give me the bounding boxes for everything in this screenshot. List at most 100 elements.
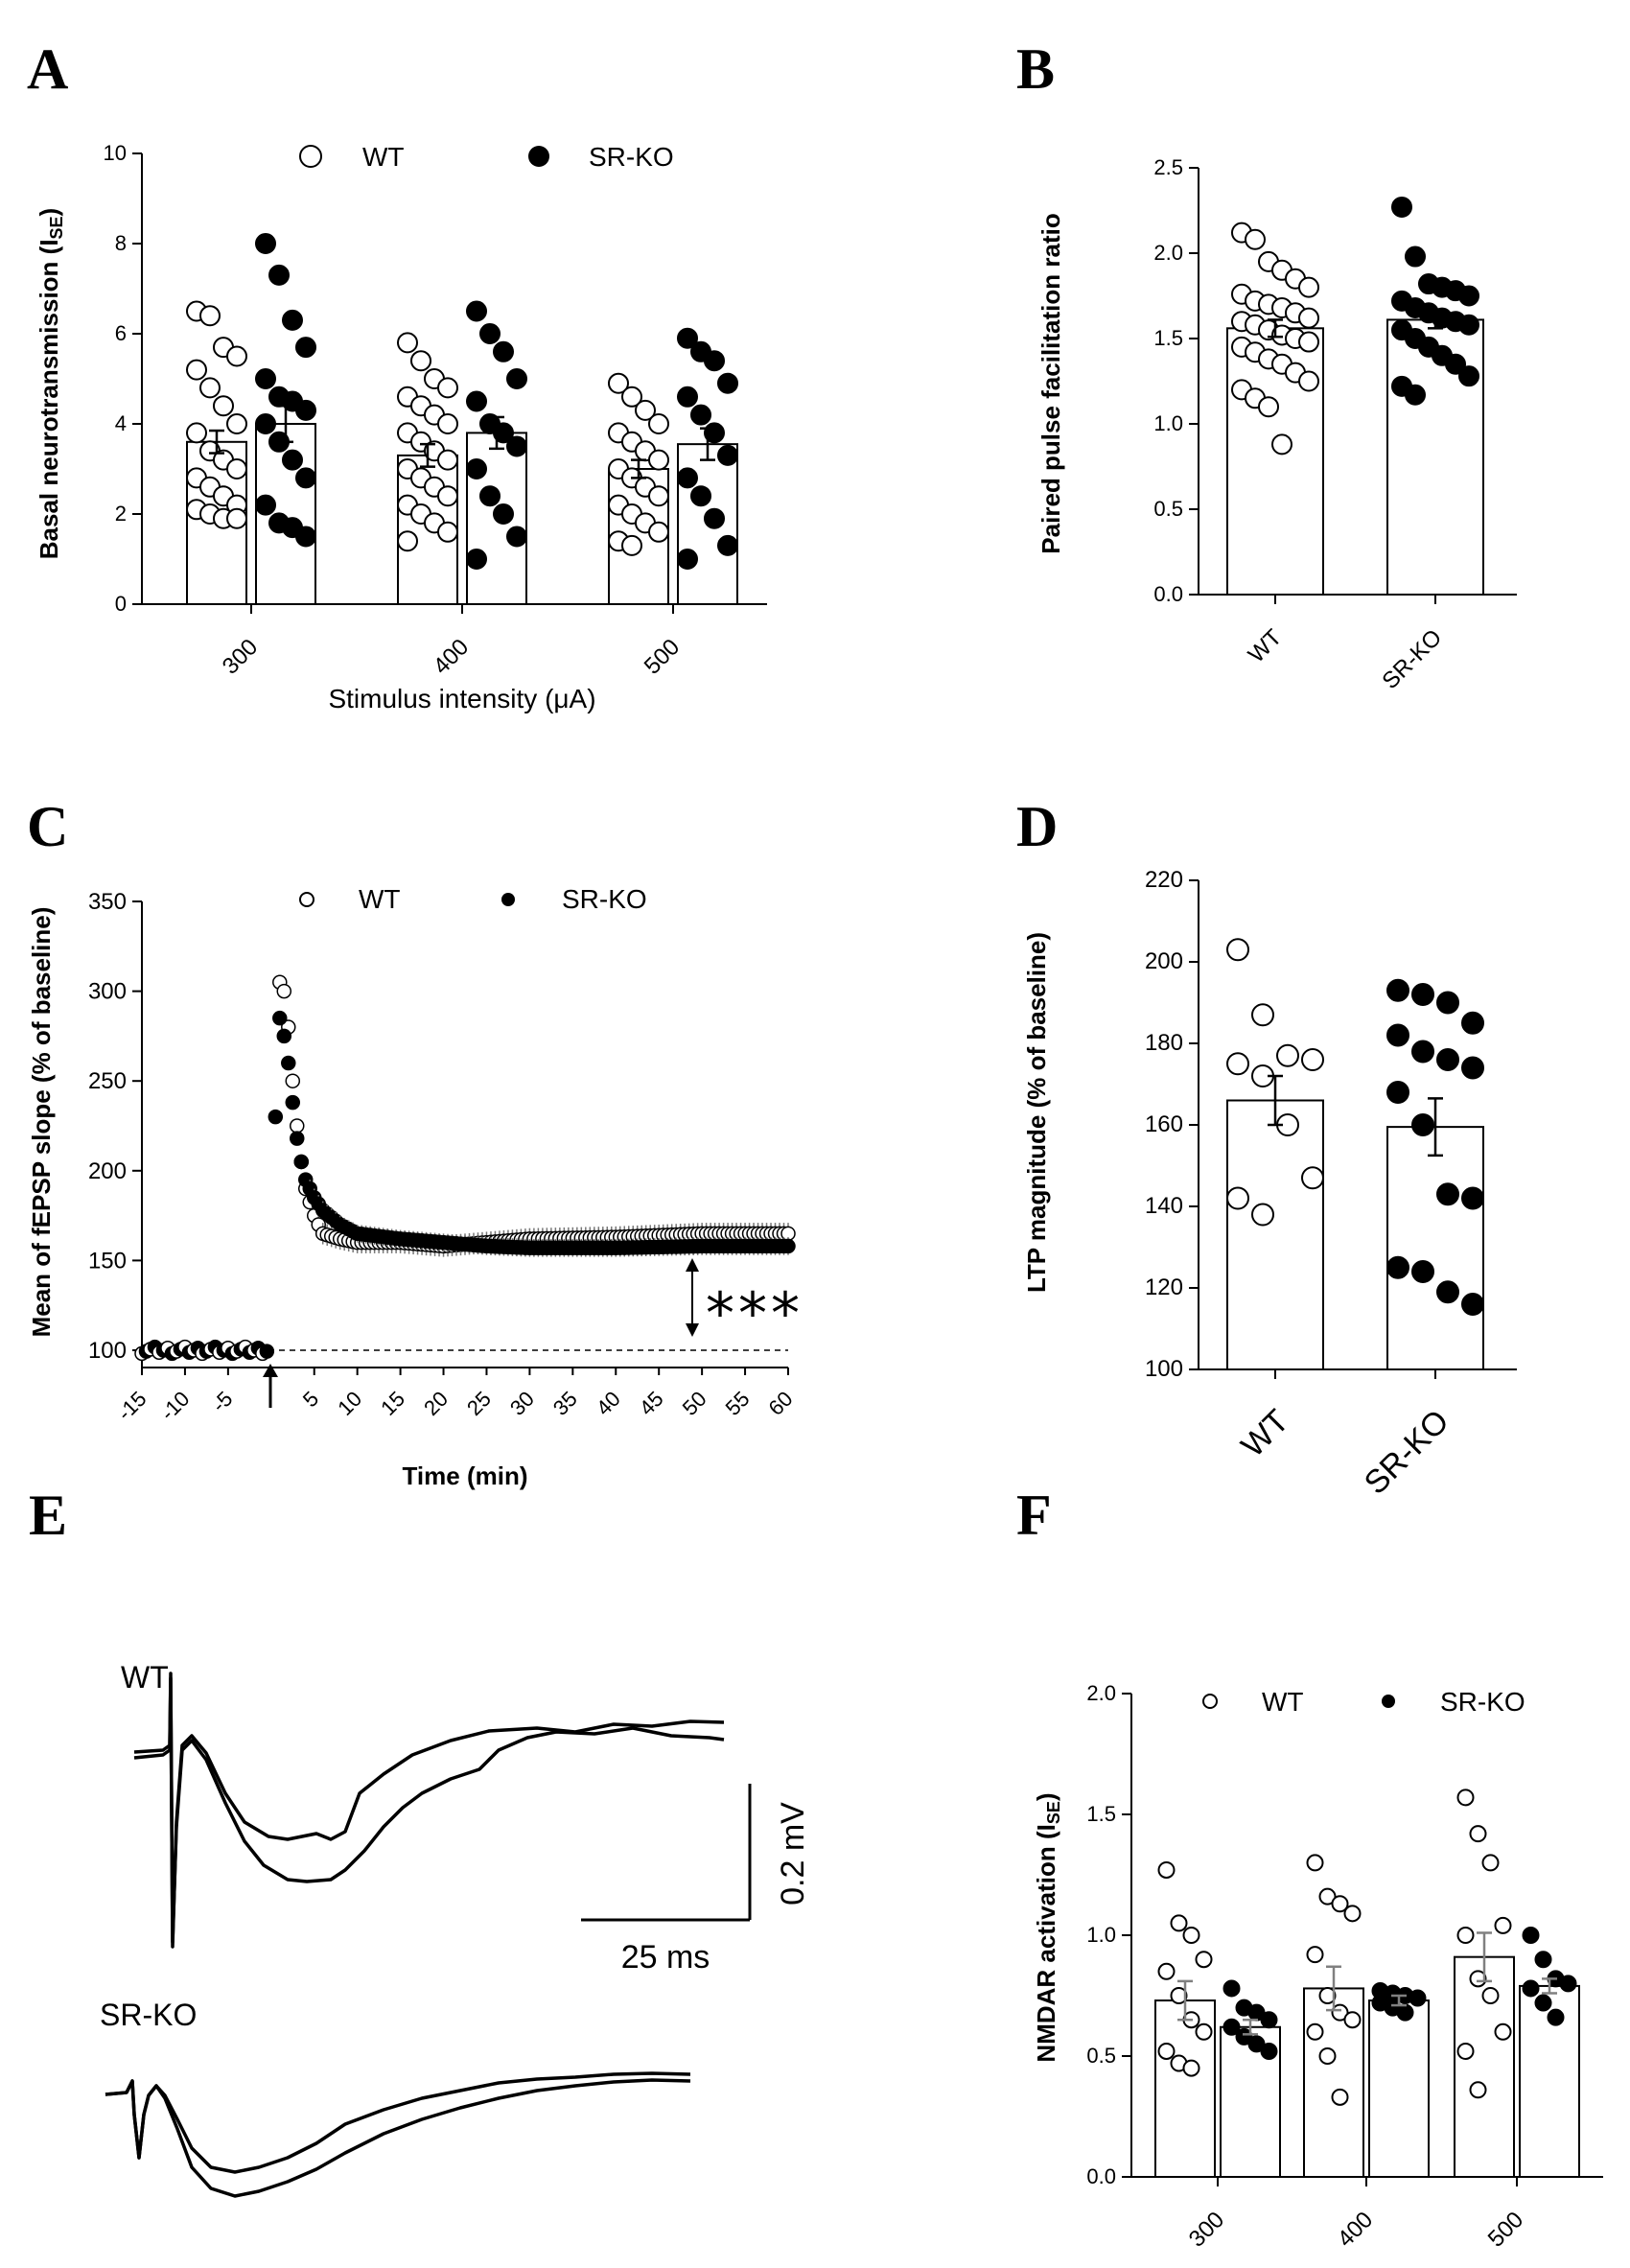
panel-d: 100 120 140 160 180 200 220 WT SR-KO LTP magnitu…: [1022, 867, 1517, 1502]
panel-a-point-wt-2-11: [648, 485, 669, 507]
panel-c-x-tick-label-14: 60: [764, 1387, 798, 1420]
panel-a-point-sr-ko-0-15: [295, 526, 316, 548]
panel-f-y-tick-label-3: 1.5: [1086, 1802, 1116, 1826]
panel-f-bar-400-wt: [1303, 1987, 1364, 2178]
panel-c-y-tick-label-3: 250: [88, 1068, 127, 1094]
panel-c-legend-ko-label: SR-KO: [562, 884, 647, 914]
panel-b-point-sr-ko-1-11: [1458, 314, 1479, 336]
panel-a-point-wt-1-15: [437, 485, 458, 507]
panel-d-point-wt-0-4: [1226, 1052, 1249, 1076]
panel-d-bar-sr-ko-sr-ko: [1386, 1126, 1484, 1370]
panel-a-point-sr-ko-0-1: [268, 264, 290, 286]
panel-f-y-tick-label-0: 0.0: [1086, 2164, 1116, 2188]
panel-a-legend-ko-marker: [528, 146, 549, 167]
panel-f-point-wt-1-0: [1306, 1854, 1324, 1872]
panel-c-legend-wt-marker: [299, 892, 314, 907]
panel-e: WT SR-KO 0.2 mV 25 ms: [100, 1660, 811, 2198]
panel-a-point-wt-0-3: [226, 345, 247, 367]
panel-f-point-sr-ko-2-0: [1522, 1927, 1540, 1944]
panel-a: 0 2 4 6 8 10 300 400 500 Basal neurotransmission…: [35, 141, 767, 713]
panel-b-point-wt-0-1: [1245, 228, 1266, 250]
panel-a-point-sr-ko-0-10: [282, 449, 303, 471]
panel-a-point-wt-0-6: [213, 395, 234, 417]
panel-f-point-wt-0-4: [1157, 1962, 1176, 1980]
panel-c-point-wt-4: [290, 1118, 305, 1134]
panel-d-point-sr-ko-1-2: [1436, 991, 1459, 1015]
panel-a-x-tick-label-1: 400: [429, 634, 474, 679]
panel-b-point-wt-0-17: [1298, 331, 1319, 353]
panel-c-x-tick-label-10: 40: [592, 1387, 625, 1420]
panel-f-point-wt-1-5: [1318, 1987, 1337, 2004]
panel-c-point-sr-ko-4: [285, 1094, 301, 1111]
panel-f-point-sr-ko-0-6: [1247, 2035, 1266, 2053]
trace-wt-label: WT: [121, 1660, 169, 1695]
panel-d-point-sr-ko-1-0: [1386, 978, 1409, 1002]
panel-c-x-tick-label-12: 50: [678, 1387, 711, 1420]
panel-f-point-wt-2-4: [1456, 1927, 1475, 1944]
panel-f-point-wt-0-7: [1195, 2022, 1213, 2041]
panel-f-y-label-main: NMDAR activation (I: [1032, 1824, 1060, 2062]
panel-b-point-wt-0-23: [1298, 370, 1319, 392]
panel-b-x-tick-label-1: SR-KO: [1377, 624, 1447, 694]
panel-d-point-sr-ko-1-11: [1461, 1186, 1484, 1210]
panel-c-x-tick-label-7: 25: [462, 1387, 496, 1420]
panel-c: 100 150 200 250 300 350 -15 -10 -5 5 10 15 20 25 30 35 4…: [27, 884, 800, 1490]
panel-c-y-tick-label-2: 200: [88, 1158, 127, 1184]
panel-b-y-label: Paired pulse facilitation ratio: [1036, 213, 1065, 553]
panel-a-point-wt-2-2: [635, 399, 656, 421]
panel-c-y-tick-label-4: 300: [88, 979, 127, 1005]
panel-f-point-wt-1-9: [1318, 2047, 1337, 2065]
panel-a-y-label-close: ): [35, 208, 63, 217]
panel-f: 0.0 0.5 1.0 1.5 2.0 300 400 500 NMDAR activatio…: [1032, 1681, 1603, 2253]
panel-a-x-tick-label-2: 500: [640, 634, 685, 679]
panel-f-bar-400-sr-ko: [1368, 1999, 1430, 2179]
panel-f-point-sr-ko-0-7: [1260, 2042, 1278, 2060]
panel-letter-f: F: [1016, 1484, 1052, 1547]
panel-letter-c: C: [27, 795, 68, 858]
panel-a-point-wt-2-17: [621, 534, 642, 556]
panel-f-point-wt-0-2: [1182, 1927, 1200, 1944]
scale-bar: [581, 1784, 752, 1922]
panel-a-point-wt-1-3: [437, 377, 458, 399]
panel-a-point-sr-ko-1-10: [493, 503, 514, 525]
panel-c-x-tick-label-0: -15: [112, 1387, 151, 1425]
panel-c-x-tick-label-8: 30: [505, 1387, 539, 1420]
panel-f-point-sr-ko-2-3: [1559, 1975, 1577, 1993]
scale-bar-time-label: 25 ms: [621, 1939, 710, 1976]
panel-a-point-wt-2-0: [608, 372, 629, 394]
panel-d-point-sr-ko-1-7: [1461, 1056, 1484, 1080]
panel-a-point-wt-1-19: [437, 521, 458, 543]
panel-a-point-wt-1-0: [397, 332, 418, 354]
panel-a-point-wt-1-1: [410, 350, 431, 372]
panel-a-y-label: Basal neurotransmission (ISE): [35, 208, 66, 559]
panel-a-point-wt-0-11: [226, 458, 247, 479]
panel-b-point-sr-ko-1-0: [1391, 196, 1412, 218]
panel-d-point-wt-0-3: [1301, 1048, 1324, 1071]
panel-f-marks: [1154, 1789, 1580, 2179]
panel-d-point-sr-ko-1-1: [1411, 983, 1434, 1006]
panel-a-point-wt-0-4: [186, 359, 207, 381]
panel-a-point-sr-ko-0-8: [255, 413, 276, 434]
panel-a-legend-wt-label: WT: [362, 142, 405, 172]
panel-c-y-tick-label-0: 100: [88, 1338, 127, 1364]
scale-bar-voltage-label: 0.2 mV: [775, 1802, 811, 1906]
panel-f-point-sr-ko-0-3: [1260, 2011, 1278, 2029]
panel-d-point-sr-ko-1-14: [1436, 1280, 1459, 1304]
panel-f-point-wt-0-10: [1182, 2059, 1200, 2077]
panel-a-point-sr-ko-1-6: [493, 422, 514, 444]
panel-a-point-sr-ko-1-4: [466, 390, 487, 412]
panel-a-point-wt-0-19: [226, 507, 247, 529]
panel-f-point-wt-1-7: [1343, 2011, 1362, 2029]
panel-c-y-tick-label-1: 150: [88, 1248, 127, 1274]
panel-b-point-sr-ko-1-16: [1445, 353, 1466, 375]
panel-a-point-wt-0-8: [186, 422, 207, 444]
panel-d-y-tick-label-1: 120: [1145, 1274, 1183, 1300]
panel-f-point-wt-0-5: [1170, 1987, 1188, 2004]
panel-a-point-sr-ko-0-2: [282, 309, 303, 331]
panel-c-double-arrow-icon: [686, 1258, 699, 1337]
panel-a-point-sr-ko-0-0: [255, 233, 276, 254]
panel-a-x-label: Stimulus intensity (μA): [328, 684, 595, 713]
panel-f-point-sr-ko-2-4: [1522, 1979, 1540, 1998]
panel-a-point-sr-ko-0-11: [295, 467, 316, 489]
